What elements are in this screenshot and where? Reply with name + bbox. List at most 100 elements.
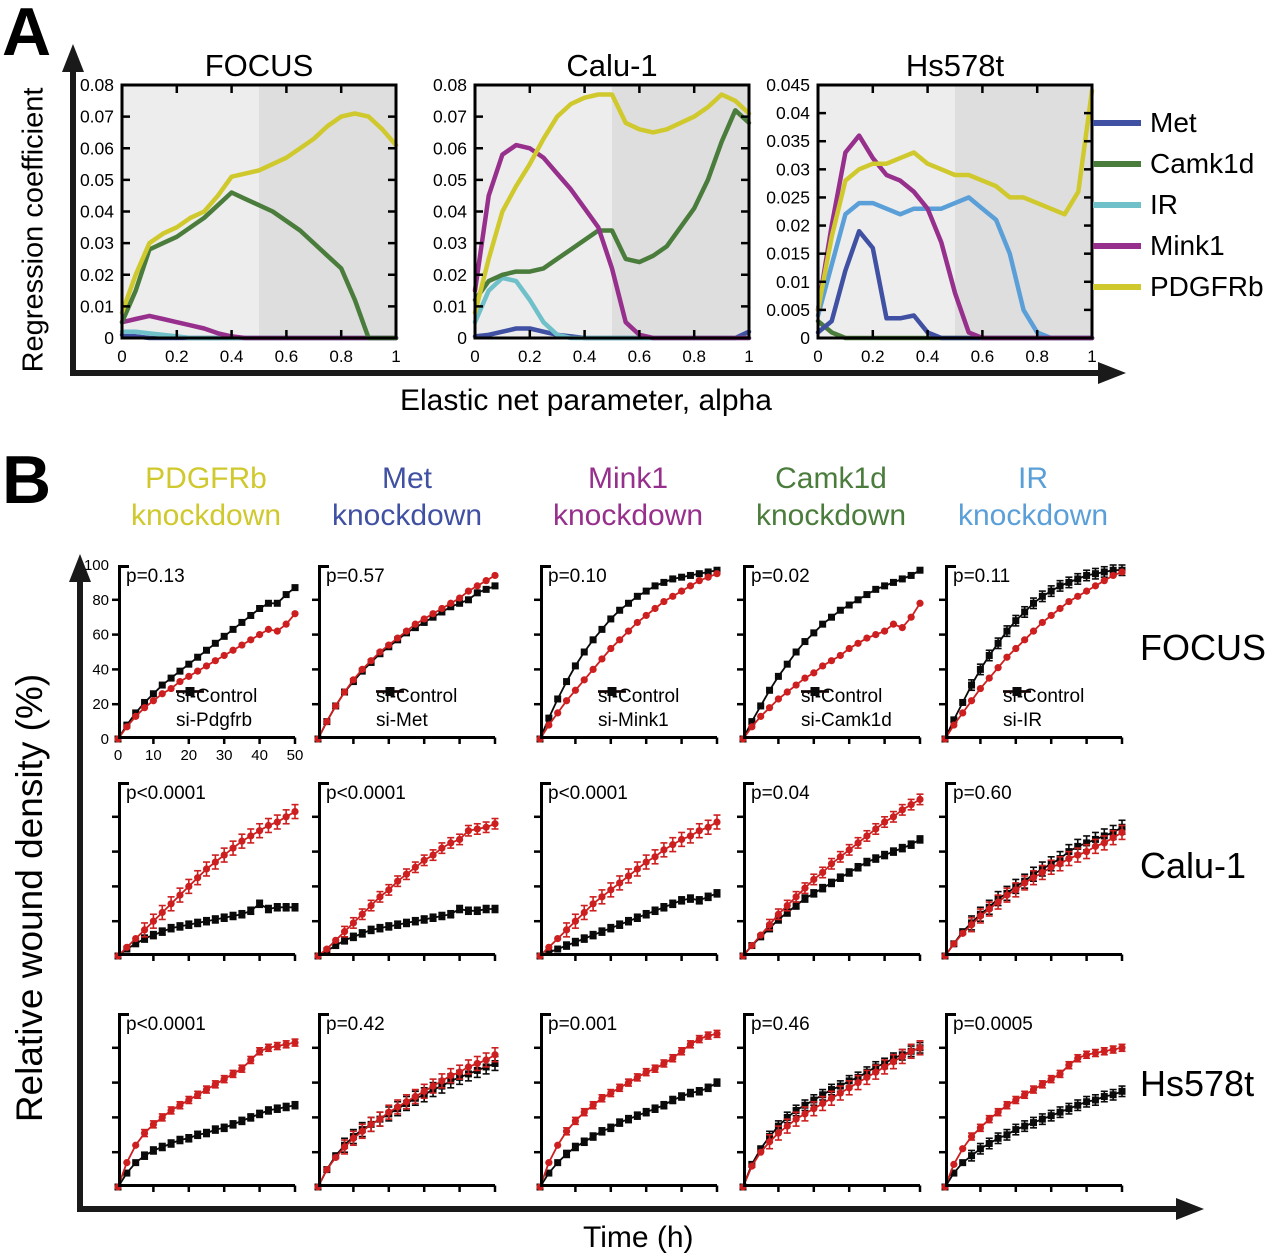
wound-chart-FOCUS-Camk1d: p=0.02 si-Control si-Camk1d — [737, 565, 924, 744]
series-control — [739, 793, 924, 960]
series-knockdown — [536, 889, 721, 960]
p-value: p=0.10 — [548, 566, 607, 587]
wound-chart-Calu-1-PDGFRb: p<0.0001 — [112, 782, 299, 961]
panel-b-x-axis-arrow — [77, 1198, 1204, 1220]
legend-line-icon — [1093, 283, 1141, 290]
panel-a-label: A — [2, 0, 52, 70]
row-label-Calu-1: Calu-1 — [1140, 845, 1247, 886]
p-value: p<0.0001 — [126, 783, 206, 804]
wound-chart-Hs578t-Met: p=0.42 — [312, 1013, 499, 1192]
series-control — [739, 599, 924, 743]
wound-chart-svg — [737, 565, 924, 744]
legend-marker-icon — [801, 687, 829, 696]
wound-chart-svg — [112, 782, 299, 961]
x-tick-label: 0.8 — [1025, 347, 1049, 366]
wound-chart-FOCUS-Mink1: p=0.10 si-Control si-Mink1 — [534, 565, 721, 744]
wound-chart-Hs578t-IR: p=0.0005 — [939, 1013, 1126, 1192]
legend-label: IR — [1150, 188, 1178, 220]
x-tick-label: 1 — [1087, 347, 1096, 366]
column-header-knockdown: knockdown — [957, 499, 1109, 532]
wound-chart-svg — [312, 782, 499, 961]
x-tick-label: 0 — [813, 347, 822, 366]
column-header-IR: IR knockdown — [918, 460, 1148, 534]
y-tick-label: 0.005 — [766, 300, 810, 320]
panel-a-legend: Met Camk1d IR Mink1 PDGFRb — [1093, 102, 1264, 307]
panel-a-x-axis-arrow — [70, 362, 1126, 384]
legend-si-knockdown: si-IR — [1003, 687, 1084, 733]
y-tick-label: 0.05 — [80, 170, 114, 190]
panel-b-y-axis-label: Relative wound density (%) — [9, 673, 50, 1123]
wound-chart-Hs578t-Camk1d: p=0.46 — [737, 1013, 924, 1192]
column-header-knockdown: knockdown — [755, 499, 907, 532]
column-header-knockdown: knockdown — [331, 499, 483, 532]
wound-chart-svg — [312, 1013, 499, 1192]
legend-marker-icon — [598, 687, 626, 696]
legend-marker-icon — [176, 687, 204, 696]
legend-si-knockdown: si-Mink1 — [598, 687, 679, 733]
regression-chart-calu1: 0 0.2 0.4 0.6 0.8 1 0 0.01 0.02 0.03 0.04 0.05 0.06 0… — [417, 75, 757, 377]
x-tick-label: 0.6 — [971, 347, 995, 366]
y-tick-label: 0 — [101, 731, 109, 748]
y-tick-label: 0.025 — [766, 187, 810, 207]
series-control — [114, 1038, 299, 1191]
series-control — [941, 1043, 1126, 1191]
y-tick-label: 0.05 — [433, 170, 467, 190]
series-control — [314, 817, 499, 960]
x-tick-label: 10 — [145, 747, 162, 764]
series-Camk1d — [119, 190, 399, 341]
x-tick-label: 40 — [251, 747, 268, 764]
legend-label: Met — [1150, 106, 1197, 138]
series-control — [536, 1029, 721, 1191]
y-tick-label: 0 — [800, 328, 810, 348]
wound-chart-Calu-1-Mink1: p<0.0001 — [534, 782, 721, 961]
y-tick-label: 0.02 — [776, 216, 810, 236]
wound-chart-svg — [534, 1013, 721, 1192]
y-tick-label: 0.015 — [766, 244, 810, 264]
y-tick-label: 0.01 — [776, 272, 810, 292]
p-value: p<0.0001 — [548, 783, 628, 804]
x-tick-label: 0.8 — [329, 347, 353, 366]
column-header-Mink1: Mink1 knockdown — [513, 460, 743, 534]
y-tick-label: 20 — [92, 696, 109, 713]
regression-chart-svg: 0 0.2 0.4 0.6 0.8 1 0 0.005 0.01 0.015 0.02 0.025 0.… — [766, 75, 1097, 366]
x-tick-label: 0.6 — [275, 347, 299, 366]
column-header-gene: Mink1 — [587, 462, 669, 495]
wound-chart-svg — [534, 565, 721, 744]
column-header-gene: PDGFRb — [145, 462, 267, 495]
panel-b-y-axis-arrow — [69, 554, 91, 1212]
row-label-FOCUS: FOCUS — [1140, 627, 1266, 668]
legend-label: si-Mink1 — [598, 710, 669, 731]
y-tick-label: 0.02 — [433, 265, 467, 285]
x-tick-label: 30 — [216, 747, 233, 764]
x-tick-label: 0.2 — [518, 347, 542, 366]
p-value: p=0.02 — [751, 566, 810, 587]
wound-chart-Calu-1-IR: p=0.60 — [939, 782, 1126, 961]
legend-item-Mink1: Mink1 — [1093, 225, 1264, 266]
column-header-Camk1d: Camk1d knockdown — [716, 460, 946, 534]
series-control — [739, 1040, 924, 1191]
column-header-gene: IR — [1018, 462, 1048, 495]
series-PDGFRb — [815, 88, 1095, 313]
mini-legend: si-Control si-Mink1 — [598, 685, 679, 733]
column-header-gene: Met — [381, 462, 432, 495]
legend-line-icon — [1093, 119, 1141, 126]
mini-legend: si-Control si-Camk1d — [801, 685, 892, 733]
legend-label: si-Camk1d — [801, 710, 892, 731]
p-value: p=0.57 — [326, 566, 385, 587]
series-knockdown — [536, 1078, 721, 1191]
legend-si-knockdown: si-Camk1d — [801, 687, 892, 733]
p-value: p=0.001 — [548, 1014, 618, 1035]
y-tick-label: 0.02 — [80, 265, 114, 285]
legend-label: si-Met — [376, 710, 428, 731]
y-tick-label: 0.035 — [766, 131, 810, 151]
series-control — [536, 814, 721, 960]
legend-label: Mink1 — [1150, 229, 1225, 261]
p-value: p<0.0001 — [126, 1014, 206, 1035]
mini-legend: si-Control si-Met — [376, 685, 457, 733]
y-tick-label: 0.01 — [433, 296, 467, 316]
column-header-knockdown: knockdown — [130, 499, 282, 532]
y-tick-label: 0.08 — [433, 79, 467, 95]
x-tick-label: 0.2 — [861, 347, 885, 366]
mini-legend: si-Control si-IR — [1003, 685, 1084, 733]
